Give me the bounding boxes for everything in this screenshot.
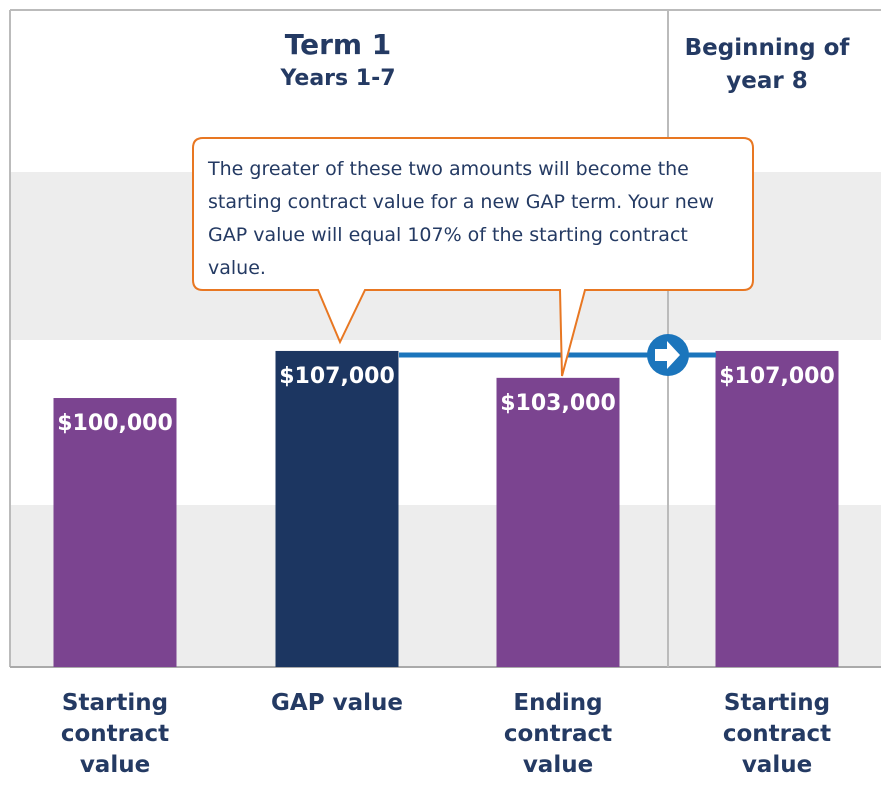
header-right: Beginning of year 8: [684, 35, 850, 94]
bar: [275, 350, 399, 667]
bars: $100,000 $107,000 $103,000 $107,000: [53, 350, 839, 667]
bar: [496, 377, 620, 667]
category-label: Starting contract value: [722, 690, 832, 778]
callout: [192, 137, 754, 377]
value-label: $107,000: [279, 364, 395, 389]
value-label: $107,000: [719, 364, 835, 389]
value-label: $103,000: [500, 391, 616, 416]
annotation: The greater of these two amounts will be…: [208, 158, 715, 279]
arrow: [655, 341, 680, 369]
header-subtitle: Years 1-7: [280, 66, 396, 91]
category-label: Starting contract value: [60, 690, 170, 778]
header-title: Term 1: [284, 28, 392, 61]
bar: [53, 398, 177, 667]
category-label: Ending contract value: [503, 690, 613, 778]
category-label: GAP value: [271, 690, 403, 716]
bar: [715, 350, 839, 667]
value-label: $100,000: [57, 411, 173, 436]
